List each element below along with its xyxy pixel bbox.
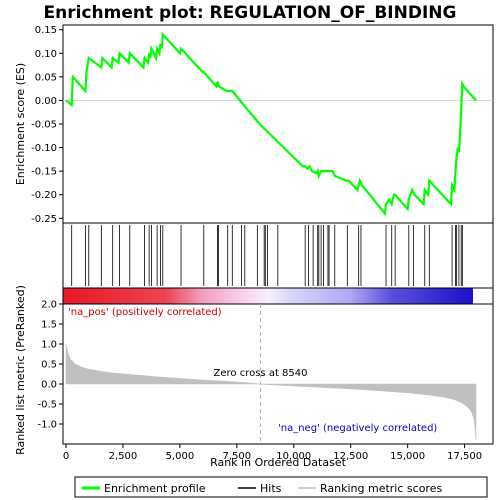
ranking-panel <box>62 303 494 445</box>
rank-y-tick-label: 2.0 <box>41 300 57 311</box>
es-y-tick-label: 0.05 <box>35 72 57 83</box>
positive-correlation-label: 'na_pos' (positively correlated) <box>68 307 222 318</box>
rank-x-tick-label: 17,500 <box>447 451 482 462</box>
rank-y-tick-label: -1.0 <box>37 420 57 431</box>
es-y-tick-label: 0.10 <box>35 49 57 60</box>
rank-y-axis: 2.0 1.5 1.0 0.5 0.0 -0.5 -1.0 <box>37 300 63 431</box>
negative-correlation-label: 'na_neg' (negatively correlated) <box>278 423 437 434</box>
legend: Enrichment profile Hits Ranking metric sco… <box>82 482 442 495</box>
rank-y-tick-label: -0.5 <box>37 400 57 411</box>
es-y-tick-label: -0.10 <box>31 143 57 154</box>
rank-x-tick-label: 12,500 <box>333 451 368 462</box>
enrichment-profile-line <box>65 31 477 217</box>
rank-x-axis-label: Rank in Ordered Dataset <box>210 456 347 469</box>
rank-x-tick-label: 5,000 <box>166 451 195 462</box>
rank-y-tick-label: 1.0 <box>41 340 57 351</box>
es-y-tick-label: -0.05 <box>31 120 57 131</box>
rank-y-tick-label: 0.0 <box>41 380 57 391</box>
rank-color-bar <box>63 288 473 304</box>
zero-cross-label: Zero cross at 8540 <box>214 368 308 379</box>
es-y-tick-label: -0.25 <box>31 214 57 225</box>
chart-title: Enrichment plot: REGULATION_OF_BINDING <box>44 3 457 23</box>
es-y-tick-label: -0.20 <box>31 190 57 201</box>
rank-x-axis: 0 2,500 5,000 7,500 10,000 12,500 15,000 17,500 <box>63 444 482 462</box>
rank-y-tick-label: 1.5 <box>41 320 57 331</box>
rank-x-tick-label: 10,000 <box>276 451 311 462</box>
es-y-tick-label: 0.00 <box>35 96 57 107</box>
es-y-axis-label: Enrichment score (ES) <box>14 63 27 185</box>
ranking-metric-area <box>65 343 477 441</box>
es-y-axis: 0.15 0.10 0.05 0.00 -0.05 -0.10 -0.15 -0.20 -0.2… <box>31 25 63 225</box>
rank-x-tick-label: 0 <box>63 451 69 462</box>
es-y-tick-label: -0.15 <box>31 167 57 178</box>
legend-label: Enrichment profile <box>104 482 206 495</box>
legend-label: Hits <box>260 482 282 495</box>
ranking-metric-series <box>65 343 477 441</box>
rank-y-tick-label: 0.5 <box>41 360 57 371</box>
enrichment-profile-series <box>65 31 477 217</box>
rank-x-tick-label: 15,000 <box>390 451 425 462</box>
rank-y-axis-label: Ranked list metric (PreRanked) <box>14 285 27 455</box>
hits-markers <box>71 225 463 286</box>
rank-x-tick-label: 7,500 <box>223 451 252 462</box>
rank-x-tick-label: 2,500 <box>109 451 138 462</box>
es-y-tick-label: 0.15 <box>35 25 57 36</box>
legend-label: Ranking metric scores <box>320 482 442 495</box>
legend-box <box>74 476 488 498</box>
